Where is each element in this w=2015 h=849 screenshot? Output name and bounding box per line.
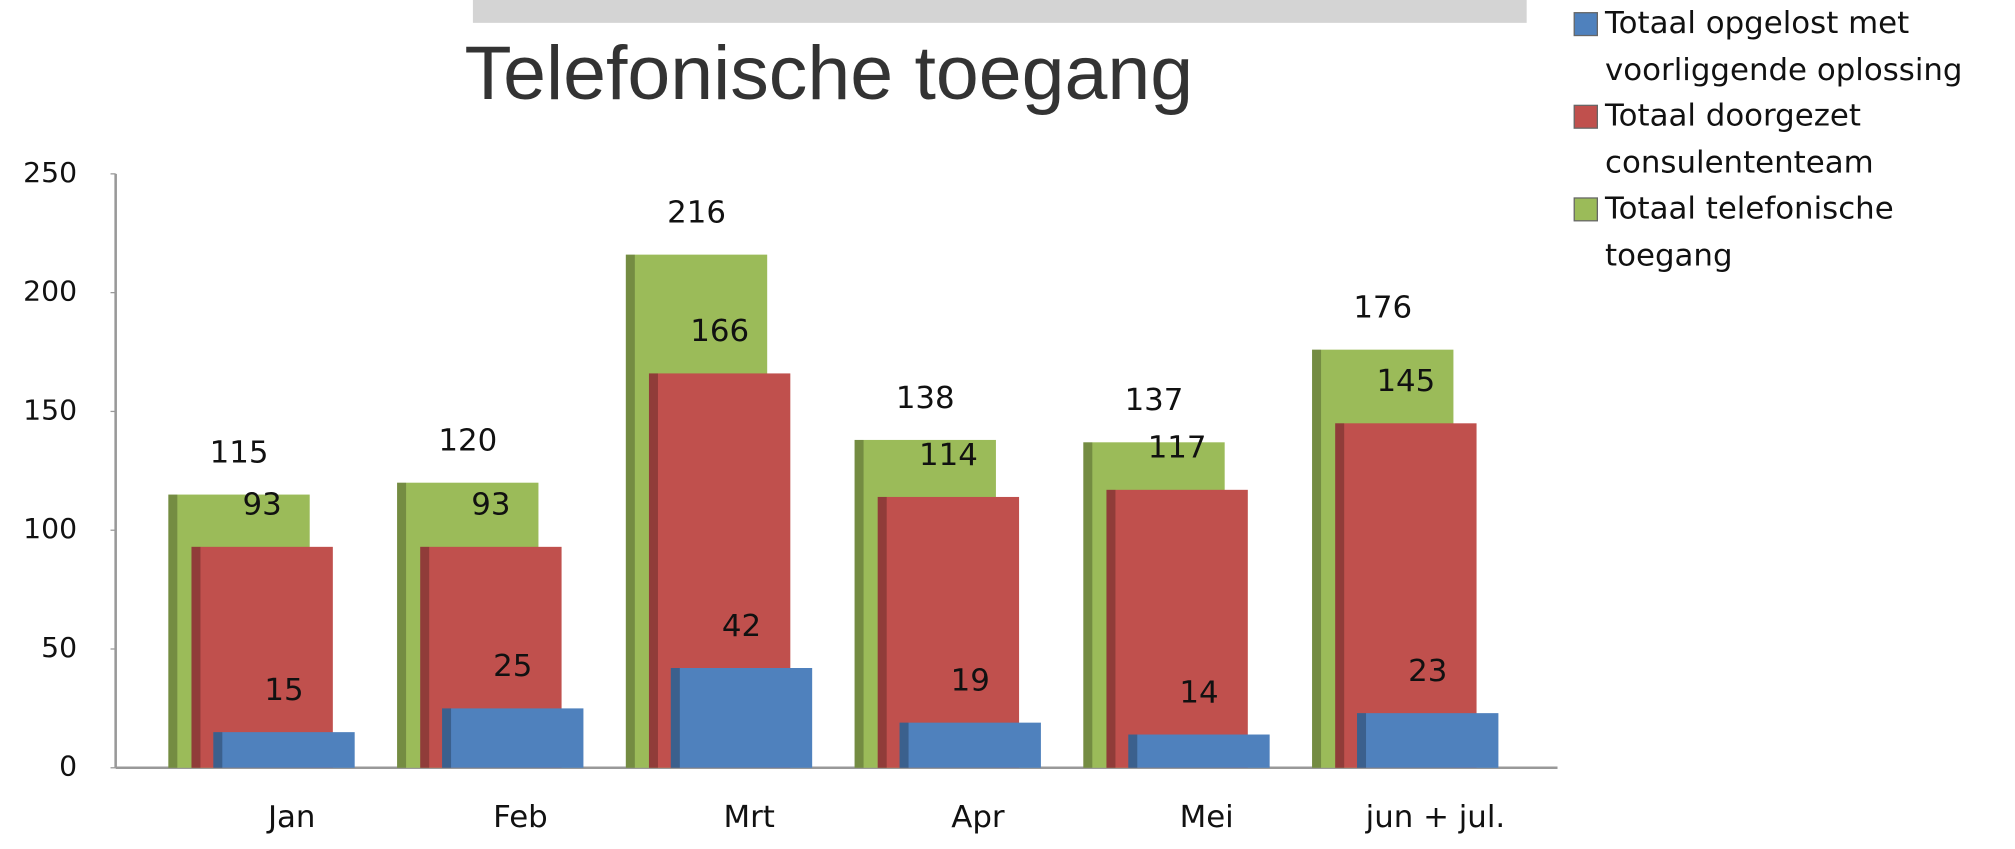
x-tick-label: Mei — [1180, 800, 1234, 835]
data-label: 137 — [1125, 383, 1184, 418]
bar-side — [168, 494, 178, 768]
legend-label: Totaal opgelost met voorliggende oplossi… — [1604, 6, 1962, 88]
chart-title: Telefonische toegang — [465, 31, 1194, 115]
data-label: 19 — [951, 664, 990, 699]
y-tick-label: 250 — [23, 156, 77, 189]
data-label: 117 — [1148, 431, 1207, 466]
bar-side — [854, 439, 864, 768]
bar-side — [877, 496, 887, 768]
data-label: 120 — [438, 424, 497, 459]
bar-side — [625, 254, 635, 768]
bar-side — [1312, 349, 1322, 768]
bar — [1128, 734, 1270, 768]
bar-side — [1083, 442, 1093, 768]
legend-line: Totaal telefonische — [1604, 191, 1903, 226]
data-label: 23 — [1408, 654, 1447, 689]
data-label: 145 — [1376, 364, 1435, 399]
bar-side — [420, 546, 430, 768]
data-label: 25 — [493, 649, 532, 684]
bar-side — [1106, 489, 1116, 768]
data-label: 15 — [264, 673, 303, 708]
legend-label: Totaal telefonische toegang — [1604, 191, 1903, 273]
data-label: 42 — [722, 609, 761, 644]
y-tick-label: 200 — [23, 275, 77, 308]
data-label: 93 — [471, 488, 510, 523]
bar — [899, 722, 1041, 768]
bar-side — [1357, 713, 1367, 768]
legend-line: consulententeam — [1605, 145, 1874, 180]
bar — [1335, 423, 1477, 768]
scroll-bar — [472, 0, 1527, 23]
x-tick-label: jun + jul. — [1365, 800, 1506, 835]
x-tick-label: Feb — [493, 800, 548, 835]
y-tick-label: 100 — [23, 512, 77, 545]
legend-line: Totaal doorgezet — [1604, 98, 1871, 133]
bar-side — [213, 732, 223, 768]
data-label: 115 — [210, 436, 269, 471]
bar-side — [191, 546, 201, 768]
legend-line: toegang — [1605, 238, 1733, 273]
legend-swatch — [1573, 12, 1598, 37]
bar — [1357, 713, 1499, 768]
bar-side — [899, 722, 909, 768]
bar-side — [1335, 423, 1345, 768]
bar-side — [397, 482, 407, 768]
data-label: 14 — [1179, 676, 1218, 711]
data-label: 176 — [1353, 291, 1412, 326]
x-tick-label: Apr — [951, 800, 1005, 835]
bar — [213, 732, 355, 768]
bar — [1106, 489, 1248, 768]
data-label: 138 — [896, 381, 955, 416]
bar-side — [442, 708, 452, 768]
data-label: 216 — [667, 196, 726, 231]
bar — [191, 546, 333, 768]
legend-line: voorliggende oplossing — [1605, 53, 1962, 88]
legend-swatch — [1573, 197, 1598, 222]
bar-side — [648, 373, 658, 768]
legend-swatch — [1573, 104, 1598, 129]
data-label: 166 — [690, 314, 749, 349]
y-tick-label: 0 — [59, 750, 77, 783]
bar-side — [1128, 734, 1138, 768]
legend-label: Totaal doorgezet consulententeam — [1604, 98, 1874, 180]
x-tick-label: Jan — [266, 800, 316, 835]
bar — [442, 708, 584, 768]
y-tick-label: 150 — [23, 394, 77, 427]
x-tick-label: Mrt — [724, 800, 775, 835]
bar — [670, 668, 813, 768]
legend-line: Totaal opgelost met — [1604, 6, 1919, 41]
data-label: 93 — [243, 488, 282, 523]
bar-side — [670, 668, 680, 768]
y-tick-label: 50 — [41, 631, 77, 664]
data-label: 114 — [919, 438, 978, 473]
